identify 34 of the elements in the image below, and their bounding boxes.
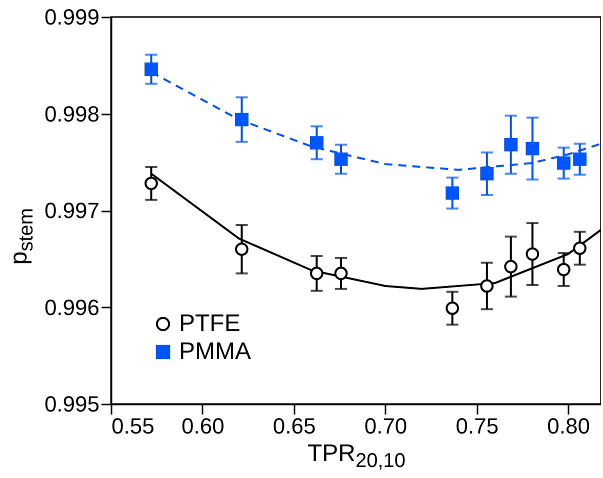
point	[446, 186, 460, 200]
point	[334, 152, 348, 166]
y-tick-label: 0.995	[44, 392, 100, 416]
legend-label: PMMA	[179, 338, 251, 365]
point	[446, 302, 460, 315]
x-tick-label: 0.75	[456, 414, 499, 438]
point	[310, 266, 324, 280]
point	[504, 138, 518, 152]
y-tick-label: 0.999	[44, 4, 100, 30]
point	[334, 266, 348, 280]
point	[504, 260, 518, 274]
point	[235, 112, 248, 126]
point	[573, 242, 586, 255]
point	[480, 167, 494, 180]
point	[557, 262, 570, 276]
point	[310, 136, 324, 150]
y-tick-label: 0.996	[44, 294, 100, 320]
y-tick-label: 0.997	[44, 198, 100, 223]
point	[144, 62, 158, 76]
point	[144, 176, 158, 190]
point	[526, 247, 540, 261]
point	[480, 279, 494, 293]
point	[526, 142, 540, 156]
x-tick-label: 0.80	[547, 414, 590, 438]
point	[557, 156, 570, 170]
point	[235, 242, 248, 256]
point	[573, 152, 586, 166]
y-tick-label: 0.998	[44, 101, 100, 126]
x-tick-label: 0.70	[364, 414, 408, 438]
legend-label: PTFE	[179, 310, 240, 337]
x-tick-label: 0.65	[272, 414, 316, 438]
x-tick-label: 0.60	[182, 414, 224, 438]
x-tick-label: 0.55	[112, 414, 154, 438]
x-axis-title: TPR$_{20,10}$	[306, 440, 407, 473]
